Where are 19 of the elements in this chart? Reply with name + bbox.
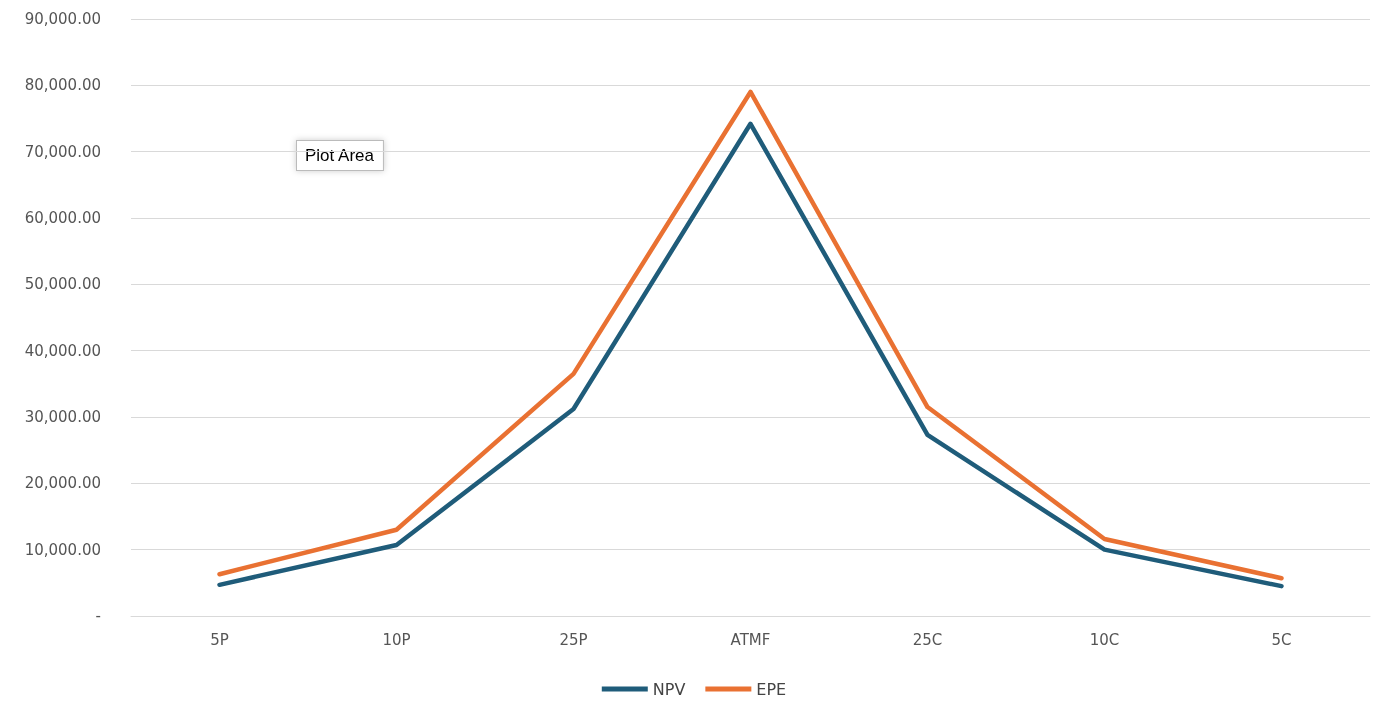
x-tick-label: 10C [1089, 630, 1120, 649]
legend-label: EPE [756, 679, 787, 699]
y-tick-label: 40,000.00 [24, 341, 101, 360]
x-tick-label: 5C [1271, 630, 1292, 649]
x-tick-label: ATMF [730, 630, 771, 649]
y-tick-label: 30,000.00 [24, 408, 101, 426]
x-tick-label: 10P [382, 630, 411, 649]
y-tick-label: 70,000.00 [24, 142, 101, 161]
y-tick-label: 50,000.00 [24, 275, 101, 294]
y-tick-label: 60,000.00 [24, 209, 101, 227]
y-tick-label: 90,000.00 [24, 10, 101, 28]
legend-label: NPV [652, 679, 686, 699]
y-tick-label: 10,000.00 [24, 540, 101, 559]
x-tick-label: 25P [559, 630, 588, 649]
x-tick-label: 25C [912, 630, 943, 649]
x-tick-label: 5P [210, 630, 229, 649]
y-tick-label: - [95, 607, 101, 625]
y-tick-label: 80,000.00 [24, 76, 101, 95]
y-tick-label: 20,000.00 [24, 474, 101, 493]
